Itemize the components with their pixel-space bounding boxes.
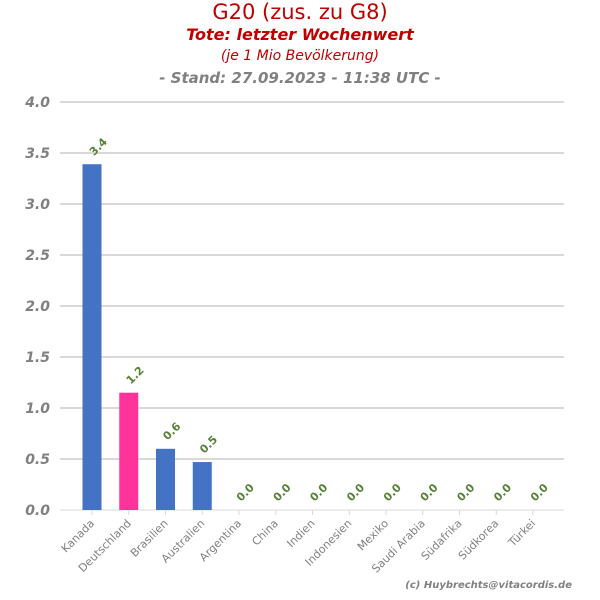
data-label: 0.0 [454,481,477,504]
y-tick-label: 2.5 [25,248,50,264]
data-label: 0.0 [271,481,294,504]
y-tick-label: 0.0 [25,503,50,519]
credit: (c) Huybrechts@vitacordis.de [405,580,572,591]
chart-stand: - Stand: 27.09.2023 - 11:38 UTC - [159,69,441,87]
data-label: 0.0 [307,481,330,504]
chart-title: G20 (zus. zu G8) [212,0,388,24]
y-tick-label: 2.0 [25,299,50,315]
data-label: 0.0 [528,481,551,504]
bar-australien [192,462,212,510]
data-label: 0.0 [344,481,367,504]
y-tick-label: 1.0 [25,401,50,417]
x-tick-label: China [249,517,280,548]
data-label: 0.5 [197,433,220,456]
data-label: 0.0 [418,481,441,504]
y-tick-label: 0.5 [25,452,50,468]
y-tick-label: 3.5 [25,146,50,162]
bar-kanada [82,164,102,510]
chart-subtitle: Tote: letzter Wochenwert [186,25,414,44]
data-label: 0.6 [160,420,183,443]
y-tick-label: 3.0 [25,197,50,213]
data-label: 0.0 [491,481,514,504]
bar-brasilien [156,448,175,510]
bar-deutschland [119,392,139,510]
data-label: 3.4 [87,135,110,158]
y-tick-label: 1.5 [25,350,50,366]
chart-subtitle-2: (je 1 Mio Bevölkerung) [220,48,380,64]
x-tick-label: Türkei [505,517,538,550]
x-tick-label: Indien [284,517,317,550]
x-tick-label: Mexiko [355,517,391,553]
data-label: 0.0 [381,481,404,504]
y-tick-label: 4.0 [24,95,50,111]
x-tick-label: Südkorea [456,517,502,563]
data-label: 0.0 [234,481,257,504]
data-label: 1.2 [124,364,147,387]
